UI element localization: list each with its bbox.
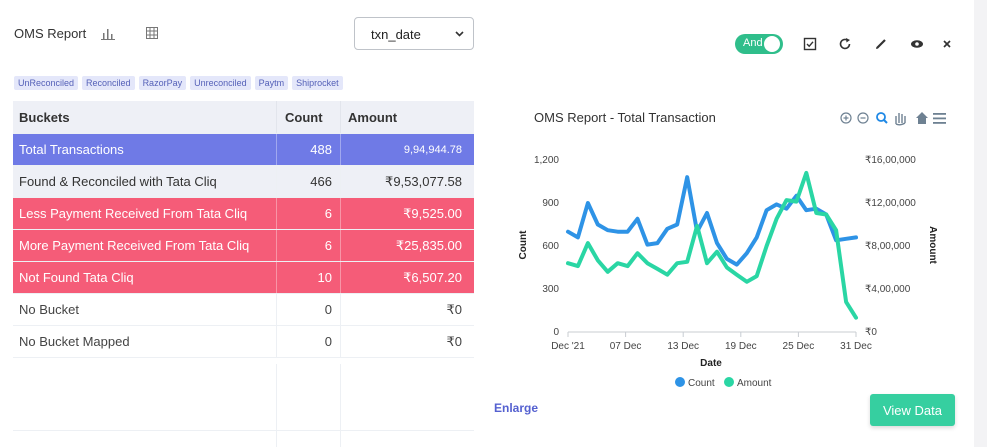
header-amount: Amount xyxy=(340,101,474,133)
table-row[interactable]: More Payment Received From Tata Cliq 6 ₹… xyxy=(13,230,474,262)
bucket-amount: ₹25,835.00 xyxy=(340,230,474,261)
bucket-count: 488 xyxy=(276,134,340,165)
report-title: OMS Report xyxy=(14,26,87,41)
bucket-count: 0 xyxy=(276,326,340,357)
chip-reconciled[interactable]: Reconciled xyxy=(82,76,135,90)
bucket-count: 6 xyxy=(276,230,340,261)
bucket-name: Not Found Tata Cliq xyxy=(19,270,134,285)
view-data-button[interactable]: View Data xyxy=(870,394,955,426)
y-tick-label: 900 xyxy=(542,198,559,209)
eye-icon[interactable] xyxy=(910,37,924,51)
chart-title: OMS Report - Total Transaction xyxy=(534,110,716,125)
bucket-amount: ₹0 xyxy=(340,326,474,357)
scrollbar-track[interactable] xyxy=(974,0,987,447)
x-tick-label: 31 Dec xyxy=(840,341,872,352)
bucket-amount: 9,94,944.78 xyxy=(340,134,474,165)
bucket-count: 0 xyxy=(276,294,340,325)
legend-count-marker[interactable] xyxy=(675,377,685,387)
y2-tick-label: ₹8,00,000 xyxy=(865,241,911,252)
bucket-name: No Bucket Mapped xyxy=(19,334,130,349)
chip-unreconciled-2[interactable]: Unreconciled xyxy=(190,76,251,90)
toggle-knob xyxy=(764,36,780,52)
table-row[interactable]: No Bucket 0 ₹0 xyxy=(13,294,474,326)
zoom-in-icon[interactable] xyxy=(840,112,852,124)
bar-chart-icon[interactable] xyxy=(101,27,115,40)
edit-icon[interactable] xyxy=(874,37,888,51)
zoom-out-icon[interactable] xyxy=(857,112,869,124)
bucket-name: No Bucket xyxy=(19,302,79,317)
filter-chips: UnReconciled Reconciled RazorPay Unrecon… xyxy=(14,76,343,90)
y2-axis-title: Amount xyxy=(927,226,938,264)
y-tick-label: 300 xyxy=(542,284,559,295)
table-row[interactable]: Less Payment Received From Tata Cliq 6 ₹… xyxy=(13,198,474,230)
y2-tick-label: ₹0 xyxy=(865,327,877,338)
x-tick-label: Dec '21 xyxy=(551,341,585,352)
table-row[interactable]: Found & Reconciled with Tata Cliq 466 ₹9… xyxy=(13,166,474,198)
table-row[interactable]: Total Transactions 488 9,94,944.78 xyxy=(13,134,474,166)
chip-razorpay[interactable]: RazorPay xyxy=(138,76,187,90)
bucket-name: More Payment Received From Tata Cliq xyxy=(19,238,250,253)
home-icon[interactable] xyxy=(916,112,928,124)
chart-legend: Count Amount xyxy=(675,377,772,389)
bucket-amount: ₹6,507.20 xyxy=(340,262,474,293)
series-line-amount xyxy=(566,170,858,320)
series-line-count xyxy=(566,175,858,267)
bucket-amount: ₹9,53,077.58 xyxy=(340,166,474,197)
bucket-count: 6 xyxy=(276,198,340,229)
chip-paytm[interactable]: Paytm xyxy=(254,76,289,90)
chip-shiprocket[interactable]: Shiprocket xyxy=(292,76,343,90)
table-header: Buckets Count Amount xyxy=(13,101,474,134)
x-tick-label: 19 Dec xyxy=(725,341,757,352)
y2-tick-label: ₹12,00,000 xyxy=(865,198,916,209)
bucket-amount: ₹9,525.00 xyxy=(340,198,474,229)
row-divider xyxy=(13,430,474,431)
chip-unreconciled[interactable]: UnReconciled xyxy=(14,76,79,90)
close-icon[interactable] xyxy=(940,37,954,51)
and-toggle[interactable]: And xyxy=(735,34,783,54)
pan-hand-icon[interactable] xyxy=(895,113,906,126)
chevron-down-icon xyxy=(455,31,464,37)
legend-count-label: Count xyxy=(688,378,715,389)
bucket-name: Total Transactions xyxy=(19,142,124,157)
toggle-label: And xyxy=(743,37,763,49)
bucket-name: Found & Reconciled with Tata Cliq xyxy=(19,174,217,189)
transaction-line-chart: 0 300 600 900 1,200 ₹0 ₹4,00,000 ₹8,00,000 ₹12,… xyxy=(518,155,938,389)
table-row[interactable]: Not Found Tata Cliq 10 ₹6,507.20 xyxy=(13,262,474,294)
legend-amount-marker[interactable] xyxy=(724,377,734,387)
buckets-table: Buckets Count Amount Total Transactions … xyxy=(13,101,474,358)
menu-icon[interactable] xyxy=(933,113,946,124)
y2-tick-label: ₹4,00,000 xyxy=(865,284,911,295)
y-tick-label: 0 xyxy=(553,327,559,338)
y-axis-title: Count xyxy=(518,230,529,260)
date-field-select[interactable]: txn_date xyxy=(354,17,474,50)
table-row[interactable]: No Bucket Mapped 0 ₹0 xyxy=(13,326,474,358)
enlarge-link[interactable]: Enlarge xyxy=(494,401,539,415)
y-tick-label: 1,200 xyxy=(534,155,559,166)
bucket-count: 10 xyxy=(276,262,340,293)
legend-amount-label: Amount xyxy=(737,378,772,389)
y-tick-label: 600 xyxy=(542,241,559,252)
bucket-amount: ₹0 xyxy=(340,294,474,325)
bucket-name: Less Payment Received From Tata Cliq xyxy=(19,206,248,221)
x-tick-label: 07 Dec xyxy=(610,341,642,352)
search-zoom-icon[interactable] xyxy=(876,112,888,124)
y2-tick-label: ₹16,00,000 xyxy=(865,155,916,166)
x-tick-label: 13 Dec xyxy=(667,341,699,352)
header-count: Count xyxy=(276,101,340,133)
x-axis-title: Date xyxy=(700,358,722,369)
table-empty-area xyxy=(13,364,474,447)
refresh-icon[interactable] xyxy=(838,37,852,51)
bucket-count: 466 xyxy=(276,166,340,197)
column-divider xyxy=(340,364,341,447)
column-divider xyxy=(276,364,277,447)
x-tick-label: 25 Dec xyxy=(783,341,815,352)
header-buckets: Buckets xyxy=(19,109,70,125)
checkbox-icon[interactable] xyxy=(803,37,817,51)
table-icon[interactable] xyxy=(146,27,158,39)
chart-toolbar xyxy=(840,112,946,126)
select-value: txn_date xyxy=(371,27,421,42)
